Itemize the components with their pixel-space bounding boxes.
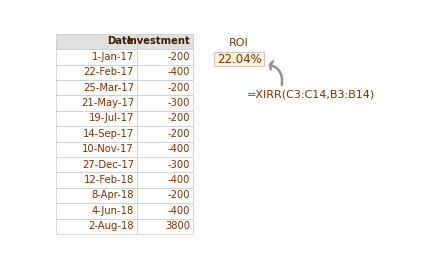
Text: -300: -300 <box>167 160 190 170</box>
Text: Date: Date <box>107 36 134 46</box>
Text: 12-Feb-18: 12-Feb-18 <box>84 175 134 185</box>
Text: 25-Mar-17: 25-Mar-17 <box>83 83 134 93</box>
Bar <box>137 49 193 65</box>
Bar <box>56 95 137 111</box>
Bar <box>137 126 193 142</box>
Bar <box>56 203 137 218</box>
Bar <box>137 111 193 126</box>
Text: 10-Nov-17: 10-Nov-17 <box>82 144 134 154</box>
Bar <box>137 142 193 157</box>
Text: -300: -300 <box>167 98 190 108</box>
Bar <box>56 34 137 49</box>
Text: 21-May-17: 21-May-17 <box>81 98 134 108</box>
Text: 19-Jul-17: 19-Jul-17 <box>89 113 134 123</box>
Text: ROI: ROI <box>229 38 249 48</box>
Bar <box>137 172 193 188</box>
Bar <box>214 52 265 66</box>
Bar <box>56 157 137 172</box>
Text: 27-Dec-17: 27-Dec-17 <box>82 160 134 170</box>
Bar <box>137 203 193 218</box>
Text: -200: -200 <box>167 83 190 93</box>
Text: -400: -400 <box>167 67 190 77</box>
Text: 8-Apr-18: 8-Apr-18 <box>92 190 134 200</box>
Bar <box>137 157 193 172</box>
Bar <box>137 65 193 80</box>
Text: 2-Aug-18: 2-Aug-18 <box>89 221 134 231</box>
Bar <box>56 218 137 234</box>
Bar <box>137 95 193 111</box>
Text: Investment: Investment <box>126 36 190 46</box>
Text: -200: -200 <box>167 190 190 200</box>
Bar <box>56 49 137 65</box>
Text: -400: -400 <box>167 175 190 185</box>
Text: -200: -200 <box>167 113 190 123</box>
Bar <box>56 80 137 95</box>
Text: 22.04%: 22.04% <box>217 53 262 66</box>
Text: 4-Jun-18: 4-Jun-18 <box>92 206 134 216</box>
Text: =XIRR(C3:C14,B3:B14): =XIRR(C3:C14,B3:B14) <box>247 89 375 99</box>
Bar <box>56 188 137 203</box>
Text: 22-Feb-17: 22-Feb-17 <box>84 67 134 77</box>
Text: -400: -400 <box>167 206 190 216</box>
Text: 3800: 3800 <box>165 221 190 231</box>
Bar <box>56 172 137 188</box>
Text: -400: -400 <box>167 144 190 154</box>
Bar <box>137 80 193 95</box>
Text: -200: -200 <box>167 52 190 62</box>
Bar <box>56 126 137 142</box>
Bar <box>137 218 193 234</box>
Text: -200: -200 <box>167 129 190 139</box>
Bar <box>56 65 137 80</box>
Bar <box>137 188 193 203</box>
Bar <box>137 34 193 49</box>
Text: 14-Sep-17: 14-Sep-17 <box>83 129 134 139</box>
Bar <box>56 111 137 126</box>
Text: 1-Jan-17: 1-Jan-17 <box>92 52 134 62</box>
Bar <box>56 142 137 157</box>
